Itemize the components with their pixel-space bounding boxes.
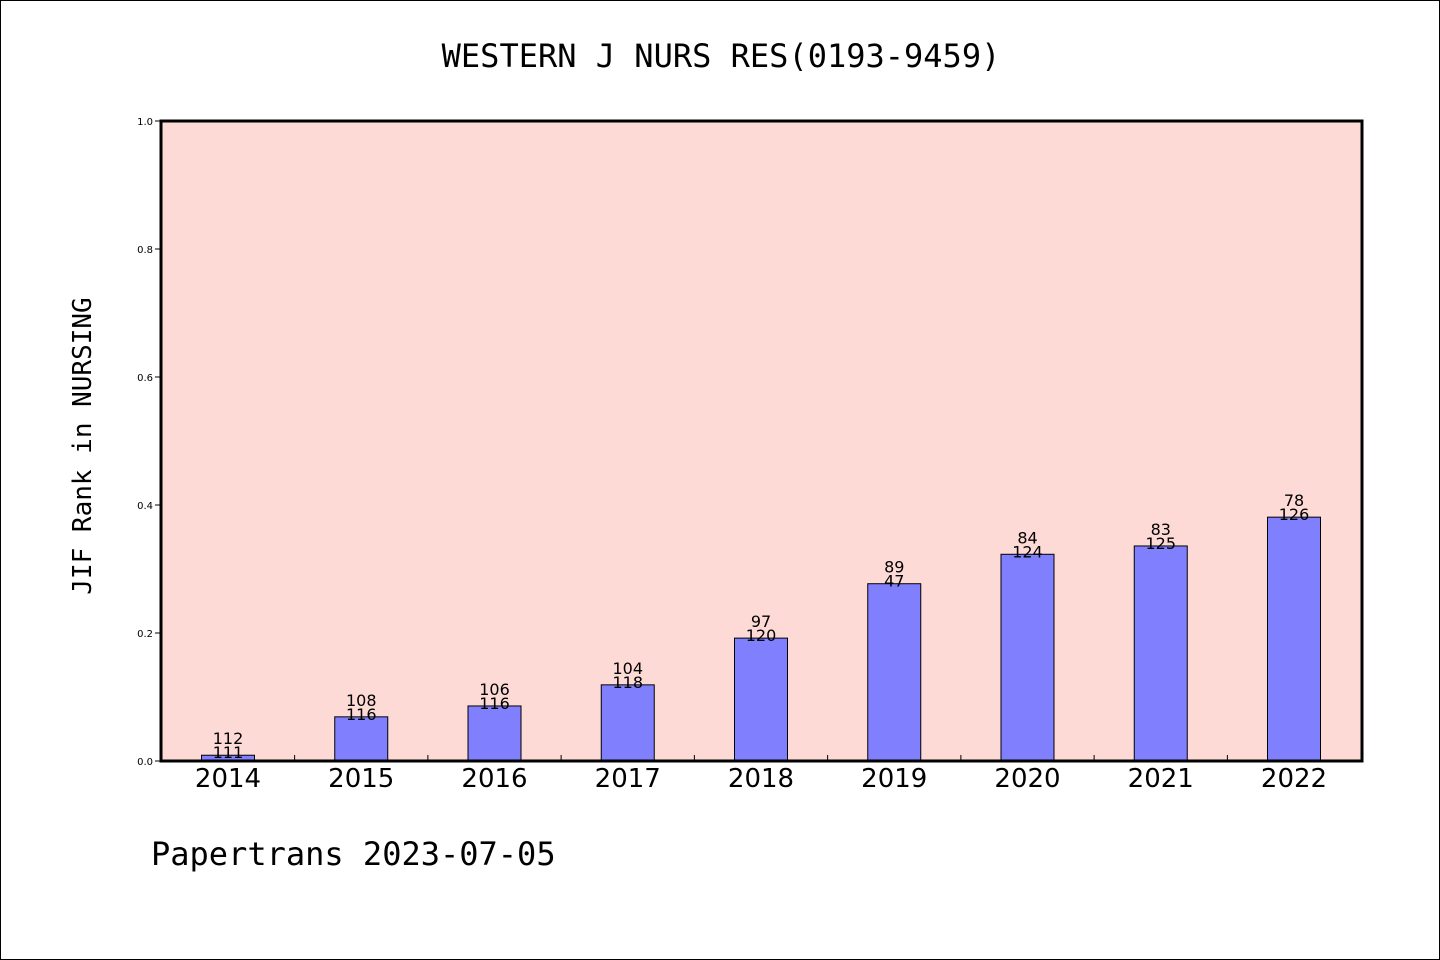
x-tick-label-2020: 2020: [994, 764, 1060, 794]
y-tick-label: 0.8: [137, 245, 153, 256]
data-labels: 1121111081161061161041189712089478412483…: [213, 491, 1310, 762]
data-label-bottom-2019: 47: [884, 572, 904, 591]
data-label-top-2014: 112: [213, 729, 244, 748]
data-label-bottom-2015: 116: [346, 705, 377, 724]
data-label-bottom-2016: 116: [479, 694, 510, 713]
y-axis-label: JIF Rank in NURSING: [68, 297, 98, 594]
bar-2022: [1267, 516, 1321, 762]
footer-credit: Papertrans 2023-07-05: [151, 835, 556, 873]
data-label-top-2018: 97: [751, 612, 771, 631]
x-tick-label-2022: 2022: [1261, 764, 1327, 794]
data-label-top-2019: 89: [884, 558, 904, 577]
bar-2021: [1133, 545, 1188, 762]
data-label-bottom-2020: 124: [1012, 542, 1043, 561]
bar-2017: [600, 684, 655, 762]
x-tick-label-2018: 2018: [728, 764, 794, 794]
data-label-top-2016: 106: [479, 680, 510, 699]
data-label-bottom-2014: 111: [213, 743, 244, 762]
x-tick-label-2017: 2017: [595, 764, 661, 794]
x-tick-label-2019: 2019: [861, 764, 927, 794]
bar-2015: [334, 716, 389, 762]
y-tick-label: 1.0: [137, 117, 153, 128]
y-tick-label: 0.4: [137, 501, 153, 512]
x-tick-label-2021: 2021: [1128, 764, 1194, 794]
bar-2020: [1000, 553, 1055, 762]
y-tick-label: 0.0: [137, 757, 153, 768]
data-label-bottom-2017: 118: [612, 673, 643, 692]
data-label-top-2020: 84: [1017, 528, 1037, 547]
x-tick-label-2015: 2015: [328, 764, 394, 794]
y-tick-label: 0.2: [137, 629, 153, 640]
x-tick-label-2014: 2014: [195, 764, 261, 794]
x-axis: 2014 2015 2016 2017 2018 2019 2020 2021 2022: [195, 755, 1327, 794]
data-label-bottom-2022: 126: [1279, 505, 1310, 524]
data-label-bottom-2018: 120: [746, 626, 777, 645]
y-tick-label: 0.6: [137, 373, 153, 384]
bars: [201, 516, 1321, 762]
plot-border: [159, 119, 1364, 763]
data-label-top-2021: 83: [1151, 520, 1171, 539]
bar-2016: [467, 705, 522, 762]
y-axis: 0.0 0.2 0.4 0.6 0.8 1.0: [137, 117, 161, 768]
x-tick-label-2016: 2016: [461, 764, 527, 794]
data-label-bottom-2021: 125: [1145, 534, 1176, 553]
data-label-top-2017: 104: [612, 659, 643, 678]
data-label-top-2015: 108: [346, 691, 377, 710]
bar-2019: [867, 583, 922, 762]
bar-2018: [734, 637, 788, 762]
chart-title: WESTERN J NURS RES(0193-9459): [442, 37, 1001, 75]
data-label-top-2022: 78: [1284, 491, 1304, 510]
